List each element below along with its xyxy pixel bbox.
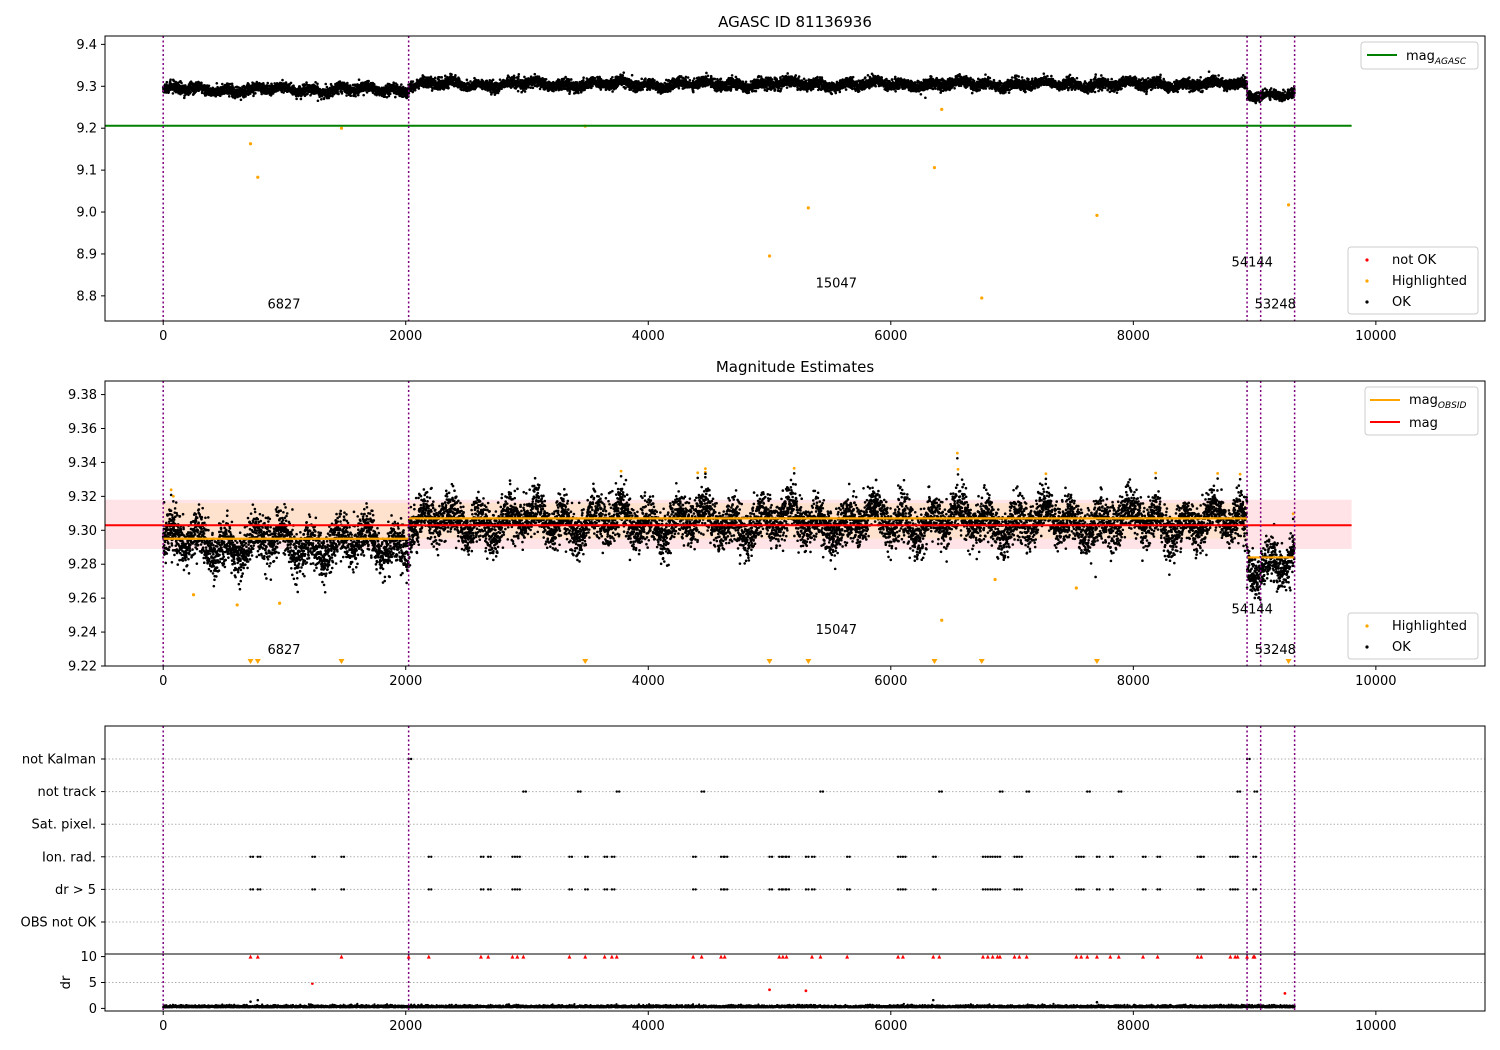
panel-1-title: AGASC ID 81136936 <box>718 13 872 31</box>
ok-point <box>532 87 535 90</box>
ok-point <box>693 77 696 80</box>
ok-point <box>221 83 224 86</box>
ok-point <box>582 76 585 79</box>
ok-point <box>444 75 447 78</box>
ok-point <box>346 82 349 85</box>
ok-point <box>189 91 192 94</box>
ok-point <box>533 73 536 76</box>
ok-point <box>300 98 303 101</box>
ok-point <box>707 75 710 78</box>
ok-point <box>323 97 326 100</box>
ok-point <box>569 90 572 93</box>
ok-point <box>388 95 391 98</box>
ok-point <box>688 79 691 82</box>
ok-point <box>180 82 183 85</box>
ok-point <box>529 86 532 89</box>
ok-point <box>431 89 434 92</box>
ok-point <box>653 79 656 82</box>
ok-point <box>345 94 348 97</box>
ok-point <box>354 95 357 98</box>
ok-point <box>362 94 365 97</box>
ok-point <box>685 76 688 79</box>
ok-point <box>570 78 573 81</box>
ok-point <box>577 92 580 95</box>
ok-point <box>408 92 411 95</box>
ok-point <box>513 77 516 80</box>
ok-point <box>524 90 527 93</box>
ok-point <box>317 99 320 102</box>
ok-point <box>254 92 257 95</box>
ok-point <box>166 81 169 84</box>
ok-point <box>621 74 624 77</box>
ok-point <box>172 92 175 95</box>
ok-point <box>552 90 555 93</box>
ok-point <box>440 76 443 79</box>
ok-point <box>466 78 469 81</box>
ok-point <box>527 86 530 89</box>
ok-point <box>434 77 437 80</box>
ok-point <box>252 95 255 98</box>
ok-point <box>517 75 520 78</box>
ok-point <box>517 73 520 76</box>
ok-point <box>622 71 625 74</box>
ok-point <box>400 83 403 86</box>
ok-point <box>290 82 293 85</box>
ok-point <box>328 97 331 100</box>
ok-point <box>414 89 417 92</box>
ok-point <box>349 94 352 97</box>
ok-point <box>320 98 323 101</box>
ok-point <box>492 79 495 82</box>
ok-point <box>619 73 622 76</box>
ok-point <box>594 77 597 80</box>
ok-point <box>281 79 284 82</box>
ok-point <box>517 90 520 93</box>
ok-point <box>412 80 415 83</box>
ok-point <box>600 88 603 91</box>
ok-point <box>678 87 681 90</box>
ok-point <box>228 95 231 98</box>
ok-point <box>423 76 426 79</box>
ok-point <box>517 78 520 81</box>
ok-point <box>208 85 211 88</box>
ok-point <box>641 88 644 91</box>
ok-point <box>349 84 352 87</box>
ok-point <box>169 78 172 81</box>
ok-point <box>389 93 392 96</box>
ok-point <box>295 98 298 101</box>
ok-point <box>215 82 218 85</box>
ok-point <box>624 86 627 89</box>
ok-point <box>183 97 186 100</box>
ok-point <box>705 72 708 75</box>
ok-point <box>499 78 502 81</box>
ok-point <box>240 98 243 101</box>
ok-point <box>640 78 643 81</box>
ok-point <box>417 87 420 90</box>
ok-point <box>644 77 647 80</box>
ok-point <box>631 74 634 77</box>
ok-point <box>611 76 614 79</box>
ok-point <box>316 82 319 85</box>
ok-point <box>341 92 344 95</box>
ok-point <box>324 83 327 86</box>
ok-point <box>394 96 397 99</box>
ok-point <box>450 73 453 76</box>
ok-point <box>687 76 690 79</box>
ok-point <box>367 80 370 83</box>
ok-point <box>692 91 695 94</box>
ok-point <box>200 82 203 85</box>
ok-point <box>266 82 269 85</box>
ok-point <box>447 87 450 90</box>
ok-point <box>582 79 585 82</box>
ok-point <box>545 78 548 81</box>
ok-point <box>611 90 614 93</box>
ok-point <box>358 78 361 81</box>
ok-point <box>454 74 457 77</box>
ok-point <box>337 93 340 96</box>
